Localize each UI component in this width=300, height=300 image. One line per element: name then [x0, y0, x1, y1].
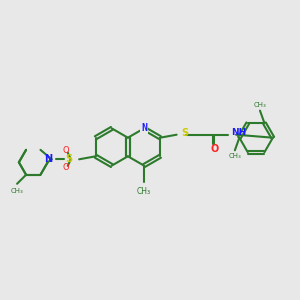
Text: O: O [63, 163, 69, 172]
Text: N: N [44, 154, 52, 164]
Text: CH₃: CH₃ [137, 188, 151, 196]
Text: O: O [63, 146, 69, 155]
Text: S: S [181, 128, 188, 138]
Text: NH: NH [231, 128, 247, 137]
Text: N: N [141, 123, 147, 134]
Text: CH₃: CH₃ [229, 153, 241, 159]
Text: CH₃: CH₃ [11, 188, 23, 194]
Text: CH₃: CH₃ [254, 102, 266, 108]
Text: S: S [65, 154, 73, 164]
Text: O: O [211, 144, 219, 154]
